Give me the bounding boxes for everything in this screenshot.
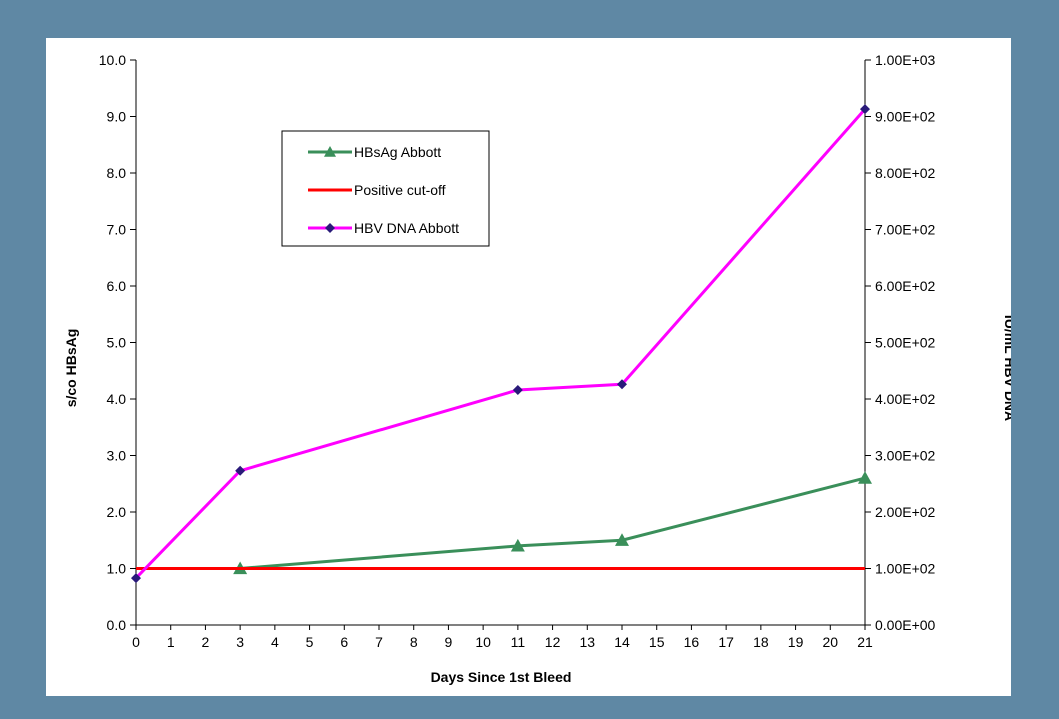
chart-panel: 0.0 1.0 2.0 3.0 4.0 5.0 6.0 7.0 8.0 9.0 10.0 0.00E+… [46,38,1011,696]
y-right-tick-label: 4.00E+02 [875,391,936,407]
x-tick-label: 1 [167,634,175,650]
axes: 0.0 1.0 2.0 3.0 4.0 5.0 6.0 7.0 8.0 9.0 10.0 0.00E+… [99,52,936,650]
series-line [240,476,866,570]
y-left-tick-label: 8.0 [107,165,127,181]
y-left-tick-label: 10.0 [99,52,126,68]
data-point-marker [235,465,246,476]
x-tick-label: 9 [445,634,453,650]
data-point-marker [617,379,627,390]
x-tick-label: 0 [132,634,140,650]
y-left-tick-label: 4.0 [107,391,127,407]
data-point-marker [858,471,872,484]
y-right-tick-label: 3.00E+02 [875,448,936,464]
data-point-marker [512,384,523,395]
line-chart: 0.0 1.0 2.0 3.0 4.0 5.0 6.0 7.0 8.0 9.0 10.0 0.00E+… [63,52,1011,685]
legend-swatch-marker [325,223,335,233]
y-left-tick-label: 7.0 [107,222,127,238]
y-right-tick-label: 0.00E+00 [875,617,936,633]
y-right-tick-label: 8.00E+02 [875,165,936,181]
x-tick-label: 19 [788,634,804,650]
y-right-tick-label: 2.00E+02 [875,504,936,520]
x-tick-label: 18 [753,634,769,650]
y-axis-right-title: IU/mL HBV DNA [1002,315,1011,421]
y-right-tick-label: 5.00E+02 [875,335,936,351]
x-tick-label: 20 [822,634,838,650]
x-tick-label: 13 [579,634,595,650]
y-axis-left-title: s/co HBsAg [63,329,79,408]
x-tick-label: 16 [684,634,700,650]
series-hbv-dna-abbott [131,104,870,584]
data-point-marker [860,104,870,115]
x-tick-label: 21 [857,634,873,650]
y-right-tick-label: 7.00E+02 [875,222,936,238]
series-hbsag-abbott [233,471,872,575]
data-point-marker [510,538,525,552]
legend-label: HBsAg Abbott [354,144,441,160]
y-right-tick-label: 9.00E+02 [875,109,936,125]
y-left-tick-label: 3.0 [107,448,127,464]
x-tick-label: 7 [375,634,383,650]
legend-label: HBV DNA Abbott [354,220,459,236]
series-line [134,108,867,580]
legend-item: Positive cut-off [308,182,446,198]
y-left-tick-label: 0.0 [107,617,127,633]
legend-swatch-marker [324,146,336,157]
x-tick-label: 11 [511,634,526,650]
x-tick-label: 17 [718,634,734,650]
y-left-tick-label: 6.0 [107,278,127,294]
data-point-marker [615,533,629,546]
x-axis-title: Days Since 1st Bleed [431,669,572,685]
x-tick-label: 12 [545,634,561,650]
x-tick-label: 3 [236,634,244,650]
x-tick-label: 10 [475,634,491,650]
series-layer [131,104,872,584]
data-point-marker [131,573,141,584]
y-left-tick-label: 9.0 [107,109,127,125]
y-right-tick-label: 6.00E+02 [875,278,936,294]
x-tick-label: 8 [410,634,418,650]
x-tick-label: 5 [306,634,314,650]
x-tick-label: 6 [340,634,348,650]
x-tick-label: 4 [271,634,279,650]
y-left-tick-label: 1.0 [107,561,127,577]
legend-item: HBsAg Abbott [308,144,441,160]
y-left-tick-label: 5.0 [107,335,127,351]
legend-item: HBV DNA Abbott [308,220,459,236]
x-tick-label: 2 [202,634,210,650]
y-right-tick-label: 1.00E+03 [875,52,936,68]
y-right-tick-label: 1.00E+02 [875,561,936,577]
y-left-tick-label: 2.0 [107,504,127,520]
x-tick-label: 14 [614,634,630,650]
legend: HBsAg Abbott Positive cut-off HBV DNA Abbo… [281,130,490,247]
x-tick-label: 15 [649,634,665,650]
legend-label: Positive cut-off [354,182,446,198]
